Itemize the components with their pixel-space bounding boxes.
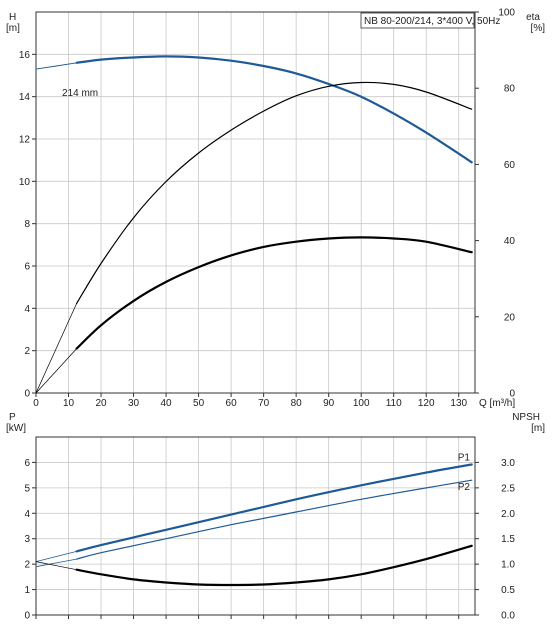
series-line-0-3 <box>35 303 77 394</box>
x-tick-label: 40 <box>161 398 173 409</box>
chart-title: NB 80-200/214, 3*400 V, 50Hz <box>364 16 500 27</box>
y-tick-label: 2 <box>24 346 30 357</box>
series-line-1-3 <box>35 558 77 568</box>
x-tick-label: 0 <box>33 398 39 409</box>
x-tick-label: 90 <box>323 398 335 409</box>
y-tick-label: 2 <box>24 560 30 571</box>
y-axis-unit: [m] <box>6 23 20 34</box>
y2-tick-label: 0.5 <box>501 585 515 596</box>
y2-tick-label: 100 <box>498 8 515 19</box>
y2-tick-label: 80 <box>504 84 516 95</box>
series-line-1-2 <box>76 479 473 560</box>
x-tick-label: 60 <box>226 398 238 409</box>
x-tick-label: 50 <box>193 398 205 409</box>
y2-tick-label: 1.0 <box>501 560 515 571</box>
y2-tick-label: 60 <box>504 160 516 171</box>
series-line-0-0 <box>75 55 473 164</box>
y-axis-unit: [kW] <box>6 423 26 434</box>
y-tick-label: 1 <box>24 585 30 596</box>
y-tick-label: 14 <box>19 92 31 103</box>
title-box <box>360 12 475 29</box>
y-tick-label: 0 <box>24 611 30 622</box>
series-line-1-5 <box>35 561 77 571</box>
series-line-1-1 <box>35 551 77 562</box>
x-tick-label: 10 <box>63 398 75 409</box>
y2-tick-label: 0 <box>509 389 515 400</box>
y2-axis-unit: [m] <box>531 423 545 434</box>
plot-frame <box>35 11 476 394</box>
y2-tick-label: 2.0 <box>501 509 515 520</box>
series-label: P2 <box>458 482 471 493</box>
x-tick-label: 30 <box>128 398 140 409</box>
y2-axis-title: eta <box>526 12 540 23</box>
x-tick-label: 110 <box>386 398 402 409</box>
plot-frame <box>35 436 476 616</box>
x-tick-label: 120 <box>418 398 435 409</box>
y-tick-label: 0 <box>24 389 30 400</box>
x-tick-label: 20 <box>95 398 107 409</box>
y-tick-label: 5 <box>24 483 30 494</box>
x-tick-label: 130 <box>450 398 467 409</box>
y-tick-label: 16 <box>19 50 31 61</box>
y-axis-title: H <box>9 12 16 23</box>
y2-tick-label: 0.0 <box>501 611 515 622</box>
y-tick-label: 12 <box>19 135 31 146</box>
y2-tick-label: 2.5 <box>501 483 515 494</box>
y-tick-label: 4 <box>24 509 30 520</box>
series-line-1-4 <box>75 544 473 587</box>
series-line-0-1 <box>35 62 78 70</box>
y-tick-label: 4 <box>24 304 30 315</box>
y2-tick-label: 40 <box>504 236 516 247</box>
y2-tick-label: 20 <box>504 312 516 323</box>
y-axis-title: P <box>9 412 16 423</box>
series-line-0-2 <box>76 81 473 305</box>
x-tick-label: 70 <box>258 398 270 409</box>
x-tick-label: 80 <box>291 398 303 409</box>
y-tick-label: 6 <box>24 262 30 273</box>
x-axis-title: Q [m³/h] <box>479 398 515 409</box>
y-tick-label: 8 <box>24 219 30 230</box>
y-tick-label: 10 <box>19 177 31 188</box>
series-label: P1 <box>458 452 471 463</box>
series-line-0-5 <box>35 348 77 394</box>
y-tick-label: 3 <box>24 534 30 545</box>
y-tick-label: 6 <box>24 458 30 469</box>
y2-axis-title: NPSH <box>512 412 540 423</box>
y2-tick-label: 3.0 <box>501 458 515 469</box>
y2-axis-unit: [%] <box>531 23 546 34</box>
x-tick-label: 100 <box>353 398 370 409</box>
y2-tick-label: 1.5 <box>501 534 515 545</box>
series-line-0-4 <box>75 236 473 350</box>
series-line-1-0 <box>75 463 473 553</box>
curve-label: 214 mm <box>62 88 98 99</box>
